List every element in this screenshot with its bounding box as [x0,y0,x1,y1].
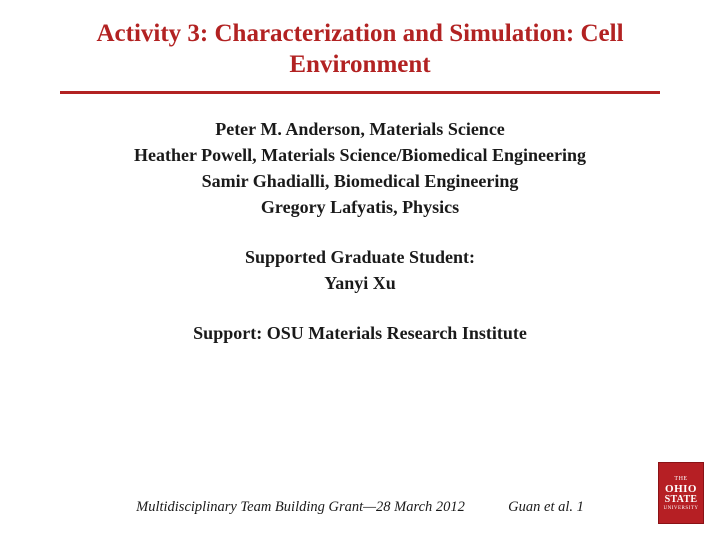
ohio-state-logo: THE OHIO STATE UNIVERSITY [658,462,704,524]
slide: Activity 3: Characterization and Simulat… [0,0,720,540]
vertical-gap [50,296,670,320]
author-line: Heather Powell, Materials Science/Biomed… [50,142,670,168]
slide-title: Activity 3: Characterization and Simulat… [50,18,670,81]
vertical-gap [50,220,670,244]
footer-grant: Multidisciplinary Team Building Grant—28… [136,499,465,515]
support-line: Support: OSU Materials Research Institut… [50,320,670,346]
author-line: Samir Ghadialli, Biomedical Engineering [50,168,670,194]
logo-mid-text-2: STATE [665,494,698,505]
author-line: Peter M. Anderson, Materials Science [50,116,670,142]
author-line: Gregory Lafyatis, Physics [50,194,670,220]
title-line-1: Activity 3: Characterization and Simulat… [96,20,574,47]
student-name: Yanyi Xu [50,270,670,296]
footer: Multidisciplinary Team Building Grant—28… [0,499,720,516]
footer-citation: Guan et al. 1 [508,499,584,515]
title-divider [60,91,660,94]
logo-bottom-text: UNIVERSITY [664,506,699,511]
body-text: Peter M. Anderson, Materials Science Hea… [50,116,670,347]
student-heading: Supported Graduate Student: [50,244,670,270]
logo-top-text: THE [674,476,687,482]
